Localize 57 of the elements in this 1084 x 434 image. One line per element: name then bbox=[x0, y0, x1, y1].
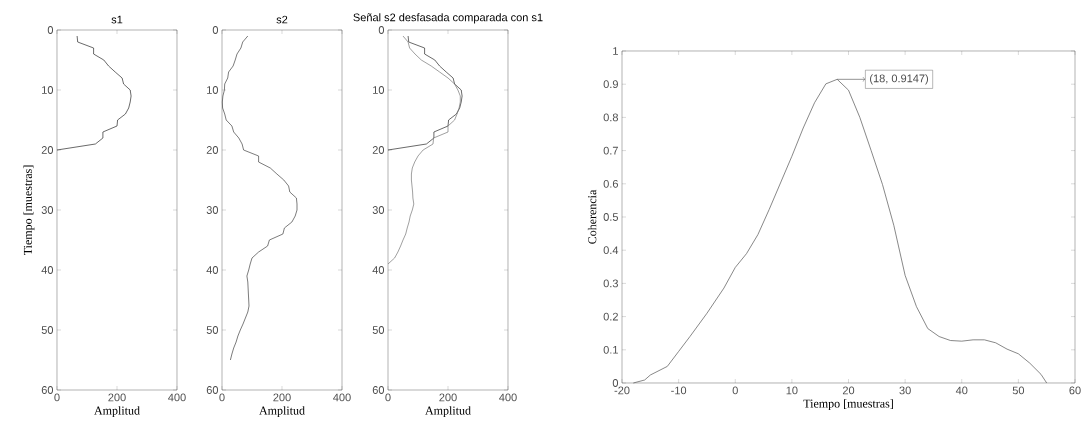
y-tick-label: 0 bbox=[47, 26, 54, 34]
x-tick-label: 400 bbox=[333, 393, 351, 402]
annotation: (18, 0.9147) bbox=[870, 74, 928, 85]
y-tick-label: 40 bbox=[41, 266, 54, 274]
chart-title: s1 bbox=[111, 15, 123, 24]
y-tick-label: 0.4 bbox=[603, 246, 619, 255]
x-axis-title: Tiempo [muestras] bbox=[803, 399, 893, 411]
x-tick-label: -10 bbox=[671, 386, 687, 395]
y-tick-label: 30 bbox=[41, 206, 54, 214]
x-tick-label: 60 bbox=[1069, 386, 1081, 395]
y-tick-label: 30 bbox=[206, 206, 219, 214]
y-tick-label: 0.3 bbox=[603, 279, 618, 288]
chart-title: s2 bbox=[276, 15, 288, 24]
y-tick-label: 1 bbox=[613, 47, 618, 55]
y-tick-label: 0 bbox=[612, 379, 619, 387]
y-tick-label: 50 bbox=[372, 326, 385, 334]
y-tick-label: 20 bbox=[372, 146, 385, 154]
x-tick-label: 200 bbox=[273, 393, 291, 402]
x-tick-label: 200 bbox=[108, 393, 126, 402]
y-tick-label: 40 bbox=[372, 266, 385, 274]
y-tick-label: 10 bbox=[207, 86, 219, 94]
y-tick-label: 10 bbox=[42, 86, 54, 94]
x-tick-label: 400 bbox=[168, 393, 186, 402]
y-tick-label: 40 bbox=[206, 266, 219, 274]
y-tick-label: 0.1 bbox=[603, 345, 618, 354]
x-axis-title: Amplitud bbox=[94, 406, 140, 418]
y-tick-label: 20 bbox=[41, 146, 54, 154]
y-tick-label: 0.7 bbox=[603, 146, 618, 155]
x-tick-label: 0 bbox=[385, 393, 391, 402]
x-tick-label: 0 bbox=[219, 393, 225, 402]
y-tick-label: 0.6 bbox=[603, 179, 618, 188]
y-tick-label: 30 bbox=[372, 206, 385, 214]
y-tick-label: 20 bbox=[206, 146, 219, 154]
x-tick-label: 40 bbox=[955, 386, 968, 395]
x-tick-label: 10 bbox=[786, 386, 798, 395]
y-tick-label: 10 bbox=[373, 86, 385, 94]
y-tick-label: 0.9 bbox=[603, 80, 618, 89]
x-axis-title: Amplitud bbox=[425, 406, 471, 418]
x-tick-label: -20 bbox=[614, 386, 630, 395]
y-axis-title: Coherencia bbox=[587, 189, 597, 244]
y-tick-label: 0.8 bbox=[603, 113, 618, 122]
x-tick-label: 400 bbox=[499, 393, 517, 402]
x-tick-label: 200 bbox=[439, 393, 457, 402]
y-tick-label: 0.2 bbox=[603, 312, 618, 321]
x-axis-title: Amplitud bbox=[259, 406, 305, 418]
y-tick-label: 50 bbox=[41, 326, 54, 334]
y-tick-label: 0.5 bbox=[603, 213, 618, 221]
y-tick-label: 50 bbox=[206, 326, 219, 334]
y-tick-label: 0 bbox=[212, 26, 219, 34]
y-axis-title: Tiempo [muestras] bbox=[23, 165, 35, 256]
x-tick-label: 0 bbox=[54, 393, 60, 402]
y-tick-label: 0 bbox=[378, 26, 385, 34]
x-tick-label: 30 bbox=[899, 386, 911, 395]
x-tick-label: 20 bbox=[842, 386, 855, 395]
x-tick-label: 50 bbox=[1012, 386, 1025, 395]
x-tick-label: 0 bbox=[732, 386, 738, 395]
chart-title: Señal s2 desfasada comparada con s1 bbox=[353, 13, 543, 24]
